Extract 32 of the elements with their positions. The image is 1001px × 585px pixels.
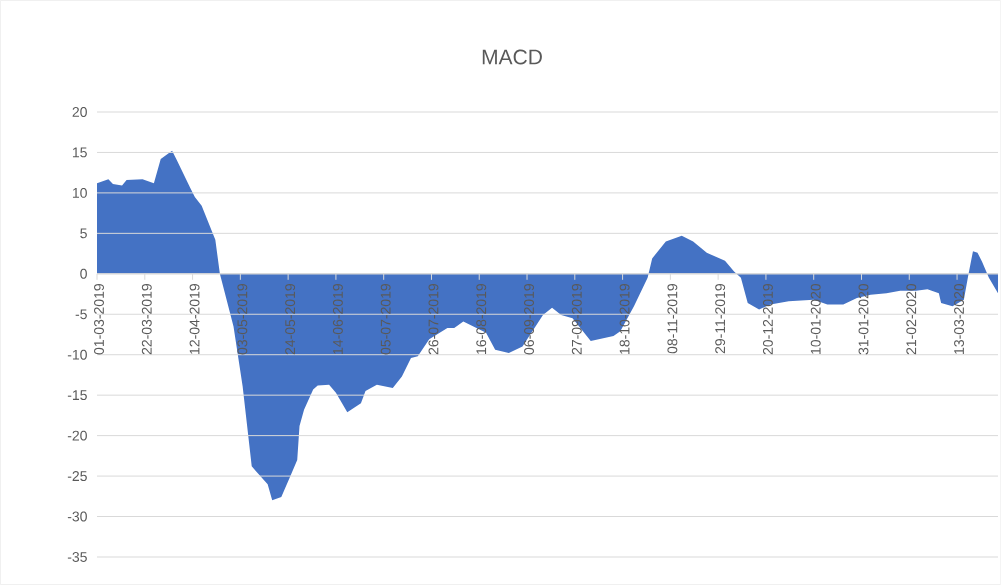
x-tick-label: 24-05-2019 [285,284,296,355]
x-tick-label: 22-03-2019 [141,284,152,355]
x-tick-label: 21-02-2020 [906,283,917,355]
x-tick-label: 18-10-2019 [619,284,630,354]
x-tick-label: 31-01-2020 [858,283,869,355]
x-tick-label: 05-07-2019 [380,284,391,355]
x-tick-label: 26-07-2019 [428,284,439,355]
y-tick-label: 0 [80,268,87,279]
y-tick-label: -30 [67,511,87,522]
y-tick-label: 10 [72,187,87,198]
x-tick-label: 14-06-2019 [332,284,343,354]
y-tick-label: 5 [80,228,87,239]
x-tick-label: 12-04-2019 [189,284,200,354]
x-tick-label: 01-03-2019 [94,284,104,355]
x-tick-label: 03-05-2019 [237,284,248,355]
y-tick-label: -10 [67,349,87,360]
x-tick-label: 27-09-2019 [571,284,582,355]
x-tick-label: 08-11-2019 [667,284,678,354]
x-tick-label: 29-11-2019 [715,284,726,354]
y-tick-label: 20 [72,107,87,117]
x-tick-label: 10-01-2020 [810,283,821,354]
y-tick-label: -25 [67,471,87,482]
y-tick-label: -20 [67,430,87,441]
x-tick-label: 20-12-2019 [762,284,773,355]
y-tick-label: 15 [72,147,87,158]
chart-title: MACD [482,49,542,65]
x-tick-label: 06-09-2019 [524,284,534,355]
y-tick-label: -15 [67,390,87,401]
x-tick-label: 13-03-2020 [954,283,965,354]
y-tick-label: -35 [67,552,87,562]
x-tick-label: 16-08-2019 [476,284,487,354]
y-tick-label: -5 [75,309,87,320]
